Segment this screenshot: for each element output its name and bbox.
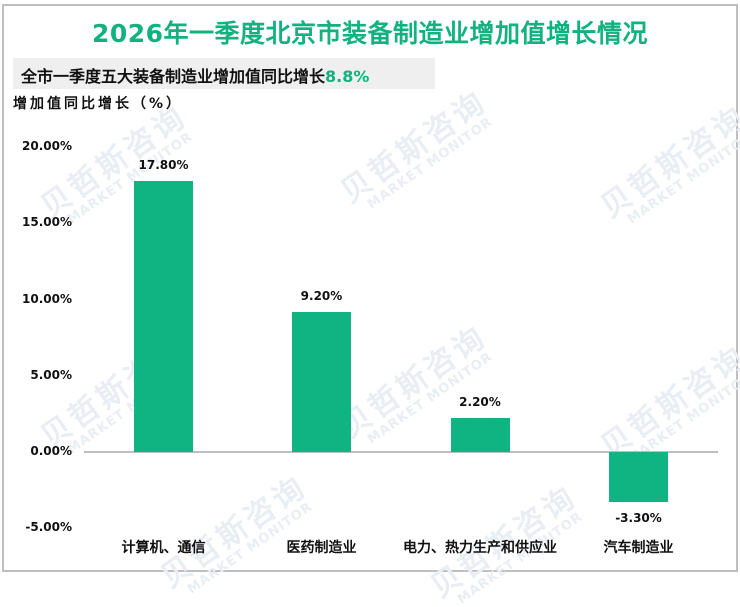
bar-value-label: 9.20% [300, 288, 343, 303]
bar [450, 418, 510, 452]
y-axis-label: 增加值同比增长（%） [13, 96, 184, 112]
x-axis-line [84, 451, 718, 453]
bar-value-label: 17.80% [138, 157, 189, 172]
x-category-label: 计算机、通信 [121, 540, 206, 556]
bar-value-label: 2.20% [459, 395, 501, 410]
x-category-label: 医药制造业 [286, 540, 357, 556]
subtitle-highlight: 8.8% [325, 67, 370, 86]
x-category-label: 汽车制造业 [603, 540, 674, 556]
bar [292, 311, 351, 452]
y-tick-label: -5.00% [25, 520, 72, 535]
y-tick-label: 5.00% [30, 367, 72, 382]
bar [134, 180, 193, 452]
bar-value-label: -3.30% [615, 511, 662, 526]
y-tick-label: 0.00% [30, 444, 72, 458]
chart-title: 2026年一季度北京市装备制造业增加值增长情况 [91, 19, 649, 48]
y-tick-label: 10.00% [22, 291, 72, 306]
y-tick-label: 20.00% [22, 139, 72, 153]
y-tick-label: 15.00% [22, 215, 72, 230]
x-category-label: 电力、热力生产和供应业 [403, 540, 557, 556]
subtitle-box: 全市一季度五大装备制造业增加值同比增长8.8% [13, 58, 435, 89]
subtitle-text: 全市一季度五大装备制造业增加值同比增长 [21, 67, 326, 86]
subtitle: 全市一季度五大装备制造业增加值同比增长8.8% [21, 63, 369, 87]
bar [609, 452, 668, 503]
